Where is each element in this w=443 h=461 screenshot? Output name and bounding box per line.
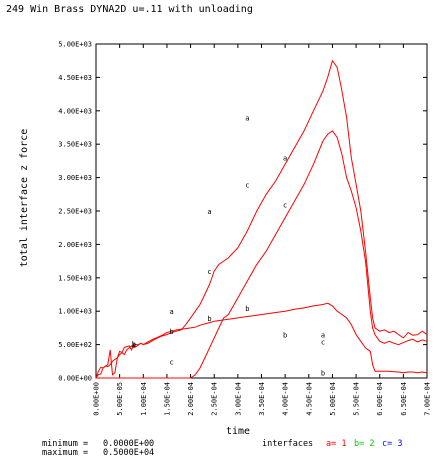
y-axis-label: total interface z force [19, 129, 30, 267]
y-tick-label: 1.50E+03 [58, 274, 92, 282]
x-tick-label: 6.00E-04 [376, 382, 384, 416]
maximum-value: 0.5000E+04 [103, 448, 154, 458]
y-tick-label: 3.50E+03 [58, 141, 92, 149]
legend-item-a: a= 1 [326, 439, 346, 449]
marker-c: c [132, 342, 136, 350]
x-tick-label: 3.00E-04 [234, 382, 242, 416]
marker-a: a [245, 114, 249, 122]
x-tick-label: 5.00E-05 [116, 382, 124, 416]
marker-a: a [321, 332, 325, 340]
marker-c: c [170, 358, 174, 366]
y-tick-label: 2.00E+03 [58, 241, 92, 249]
y-tick-label: 2.50E+03 [58, 208, 92, 216]
plot-frame [95, 43, 428, 379]
marker-a: a [132, 342, 136, 350]
marker-c: c [321, 338, 325, 346]
x-axis-label: time [226, 426, 250, 437]
marker-c: c [245, 181, 249, 189]
maximum-label: maximum = [42, 448, 88, 458]
minimum-label: minimum = [42, 439, 88, 449]
marker-b: b [170, 328, 174, 336]
x-tick-label: 6.50E-04 [400, 382, 408, 416]
marker-a: a [207, 208, 211, 216]
x-tick-label: 5.00E-04 [329, 382, 337, 416]
x-tick-label: 4.00E-04 [282, 382, 290, 416]
marker-c: c [207, 268, 211, 276]
y-tick-label: 5.00E+02 [58, 341, 92, 349]
legend-title: interfaces [262, 439, 313, 449]
series-line-c [96, 130, 428, 379]
legend-item-b: b= 2 [354, 439, 374, 449]
chart-title: 249 Win Brass DYNA2D u=.11 with unloadin… [6, 4, 253, 15]
series-lines [95, 59, 428, 379]
x-tick-label: 4.50E-04 [305, 382, 313, 416]
x-tick-label: 7.00E-04 [424, 382, 432, 416]
x-tick-label: 2.50E-04 [211, 382, 219, 416]
y-axis: 0.00E+00 5.00E+02 1.00E+03 1.50E+03 2.00E+03… [58, 41, 427, 383]
series-line-b [95, 302, 428, 379]
marker-b: b [321, 370, 325, 378]
y-tick-label: 3.00E+03 [58, 174, 92, 182]
x-tick-label: 3.50E-04 [258, 382, 266, 416]
series-line-a [95, 59, 428, 379]
y-tick-label: 5.00E+03 [58, 41, 92, 49]
x-tick-label: 0.00E+00 [93, 382, 101, 416]
marker-b: b [283, 332, 287, 340]
marker-a: a [283, 155, 287, 163]
legend-item-c: c= 3 [382, 439, 402, 449]
marker-a: a [170, 308, 174, 316]
marker-b: b [132, 340, 136, 348]
y-tick-label: 4.00E+03 [58, 107, 92, 115]
x-tick-label: 5.50E-04 [353, 382, 361, 416]
marker-b: b [245, 305, 249, 313]
x-axis: 0.00E+00 5.00E-05 1.00E-04 1.50E-04 2.00E-04… [93, 44, 432, 416]
x-tick-label: 1.50E-04 [163, 382, 171, 416]
minimum-value: 0.0000E+00 [103, 439, 154, 449]
marker-b: b [207, 315, 211, 323]
y-tick-label: 0.00E+00 [58, 375, 92, 383]
y-tick-label: 1.00E+03 [58, 308, 92, 316]
y-tick-label: 4.50E+03 [58, 74, 92, 82]
marker-c: c [283, 201, 287, 209]
x-tick-label: 2.00E-04 [187, 382, 195, 416]
x-tick-label: 1.00E-04 [140, 382, 148, 416]
